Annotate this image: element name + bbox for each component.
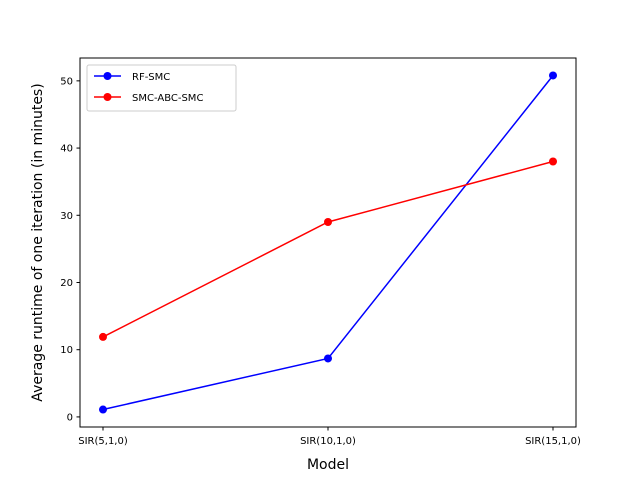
data-point-smc-abc-smc <box>549 157 557 166</box>
y-tick-label: 30 <box>60 211 73 222</box>
data-point-smc-abc-smc <box>324 218 332 226</box>
legend-marker-smc-abc-smc <box>103 93 112 101</box>
data-point-rf-smc <box>324 354 332 363</box>
x-axis-ticks: SIR(5,1,0) SIR(10,1,0) SIR(15,1,0) <box>78 427 581 447</box>
y-tick-label: 20 <box>60 278 73 289</box>
y-tick-label: 50 <box>60 76 73 87</box>
data-point-smc-abc-smc <box>99 332 107 341</box>
data-point-rf-smc <box>549 71 557 80</box>
x-tick-label: SIR(10,1,0) <box>300 436 356 447</box>
legend-label-smc-abc-smc: SMC-ABC-SMC <box>132 93 203 104</box>
x-tick-label: SIR(15,1,0) <box>525 436 581 447</box>
data-point-rf-smc <box>99 405 107 414</box>
series-layer <box>99 71 557 414</box>
y-tick-label: 0 <box>67 412 73 423</box>
legend-box <box>86 64 237 112</box>
plot-area <box>80 58 576 427</box>
legend-marker-rf-smc <box>103 72 112 80</box>
y-tick-label: 10 <box>60 345 73 356</box>
y-tick-label: 40 <box>60 144 73 155</box>
y-axis-title: Average runtime of one iteration (in min… <box>30 83 46 401</box>
legend: RF-SMC SMC-ABC-SMC <box>86 64 237 112</box>
y-axis-ticks: 0 10 20 30 40 50 <box>60 76 80 423</box>
legend-label-rf-smc: RF-SMC <box>132 72 170 83</box>
x-tick-label: SIR(5,1,0) <box>78 436 128 447</box>
x-axis-title: Model <box>307 457 349 473</box>
